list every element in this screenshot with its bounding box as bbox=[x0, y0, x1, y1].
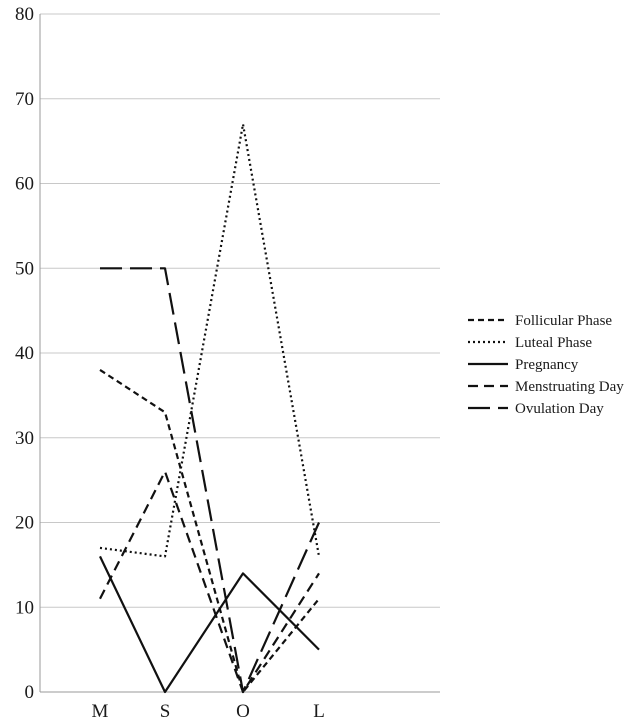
y-tick-label: 80 bbox=[15, 4, 34, 25]
series-line-menstruating-day bbox=[99, 470, 320, 694]
series-line-follicular-phase bbox=[99, 368, 320, 694]
x-tick-label: S bbox=[160, 701, 171, 722]
legend-label-menstruating-day: Menstruating Day bbox=[515, 379, 624, 395]
legend: Follicular Phase Luteal Phase Pregnancy Men… bbox=[468, 313, 624, 417]
series-line-ovulation-day bbox=[100, 267, 321, 694]
y-tick-label: 10 bbox=[15, 597, 34, 618]
y-tick-label: 60 bbox=[15, 174, 34, 195]
y-tick-label: 40 bbox=[15, 343, 34, 364]
y-tick-label: 0 bbox=[25, 682, 35, 703]
series-line-pregnancy bbox=[99, 555, 320, 694]
x-tick-label: M bbox=[92, 701, 109, 722]
x-tick-label: L bbox=[313, 701, 325, 722]
series-lines bbox=[99, 123, 321, 694]
y-axis-ticks: 0 10 20 30 40 50 60 70 80 bbox=[15, 4, 34, 703]
y-tick-label: 20 bbox=[15, 513, 34, 534]
y-tick-label: 50 bbox=[15, 258, 34, 279]
gridlines bbox=[39, 13, 440, 693]
y-tick-label: 70 bbox=[15, 89, 34, 110]
series-line-luteal-phase bbox=[99, 123, 321, 558]
legend-label-pregnancy: Pregnancy bbox=[515, 357, 579, 373]
x-tick-label: O bbox=[236, 701, 250, 722]
legend-label-luteal-phase: Luteal Phase bbox=[515, 335, 592, 351]
y-tick-label: 30 bbox=[15, 428, 34, 449]
legend-label-ovulation-day: Ovulation Day bbox=[515, 401, 604, 417]
legend-label-follicular-phase: Follicular Phase bbox=[515, 313, 612, 329]
